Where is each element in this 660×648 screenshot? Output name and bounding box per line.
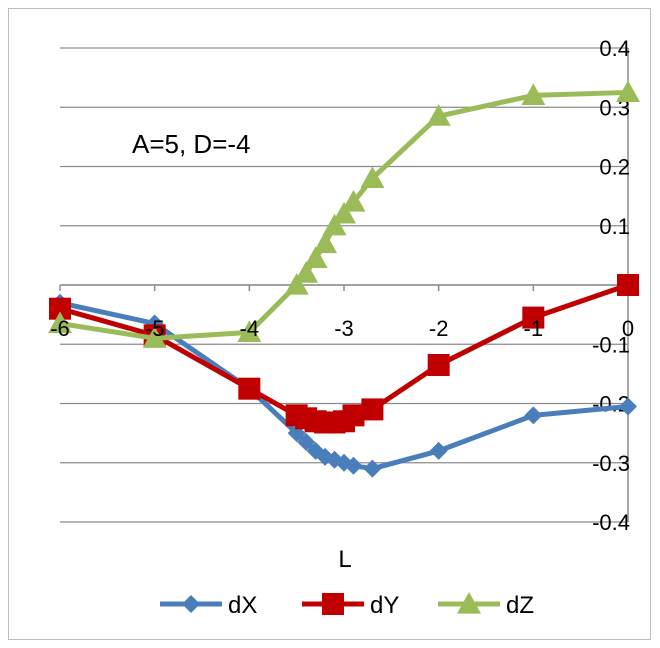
y-tick-label: -0.4 bbox=[592, 510, 630, 535]
y-tick-label: -0.3 bbox=[592, 451, 630, 476]
chart-annotation: A=5, D=-4 bbox=[132, 129, 251, 159]
data-point-dZ bbox=[332, 201, 356, 224]
data-point-dX bbox=[363, 459, 382, 478]
legend-item-dY: dY bbox=[302, 592, 399, 619]
data-point-dZ bbox=[616, 80, 640, 103]
data-point-dX bbox=[297, 433, 316, 452]
data-point-dZ bbox=[237, 320, 262, 342]
legend-label: dZ bbox=[506, 592, 534, 619]
legend-label: dX bbox=[228, 592, 257, 619]
x-tick-label: 0 bbox=[622, 316, 634, 341]
data-point-dZ bbox=[322, 213, 347, 236]
y-tick-label: 0.2 bbox=[599, 155, 630, 180]
series-line-dY bbox=[59, 282, 629, 425]
data-point-dY bbox=[49, 297, 71, 320]
data-point-dZ bbox=[284, 273, 309, 295]
data-point-dZ bbox=[142, 326, 167, 348]
x-tick-label: -2 bbox=[429, 316, 449, 341]
legend: dX dY dZ bbox=[160, 592, 534, 619]
data-point-dY bbox=[427, 353, 450, 376]
legend-marker bbox=[322, 593, 344, 615]
data-point-dX bbox=[619, 397, 637, 416]
x-tick-label: -3 bbox=[334, 316, 354, 341]
x-tick-label: -6 bbox=[50, 316, 70, 341]
data-point-dZ bbox=[313, 231, 338, 254]
x-tick-label: -5 bbox=[145, 316, 165, 341]
x-axis-label: L bbox=[338, 546, 351, 573]
series-dY bbox=[49, 274, 639, 434]
data-point-dX bbox=[344, 456, 363, 475]
y-tick-labels: 0.40.30.20.10-0.1-0.2-0.3-0.4 bbox=[592, 36, 630, 535]
gridlines bbox=[60, 47, 628, 523]
axes bbox=[59, 48, 629, 522]
y-tick-label: 0.1 bbox=[599, 214, 630, 239]
legend-item-dZ: dZ bbox=[438, 592, 534, 619]
data-point-dX bbox=[524, 406, 543, 425]
legend-item-dX: dX bbox=[160, 592, 257, 619]
data-point-dZ bbox=[521, 83, 546, 105]
y-tick-label: 0.4 bbox=[599, 36, 630, 61]
data-point-dX bbox=[429, 441, 448, 460]
x-tick-labels: -6 -5 -4 -3 -2 -1 0 bbox=[50, 316, 634, 341]
data-point-dY bbox=[617, 274, 639, 296]
data-point-dY bbox=[361, 398, 384, 421]
data-point-dZ bbox=[303, 246, 328, 268]
x-tick-label: -4 bbox=[240, 316, 260, 341]
data-point-dY bbox=[522, 306, 545, 329]
data-point-dZ bbox=[294, 261, 319, 283]
series-layer bbox=[48, 80, 640, 478]
legend-marker bbox=[182, 595, 200, 613]
data-point-dZ bbox=[341, 190, 366, 212]
data-point-dZ bbox=[360, 166, 385, 188]
legend-label: dY bbox=[370, 592, 399, 619]
data-point-dY bbox=[342, 404, 365, 427]
x-tick-label: -1 bbox=[524, 316, 544, 341]
data-point-dZ bbox=[48, 311, 72, 334]
series-dZ bbox=[48, 80, 640, 348]
data-point-dZ bbox=[426, 104, 451, 126]
legend-marker bbox=[457, 592, 481, 614]
y-tick-label: -0.1 bbox=[592, 332, 630, 357]
data-point-dY bbox=[238, 377, 261, 400]
